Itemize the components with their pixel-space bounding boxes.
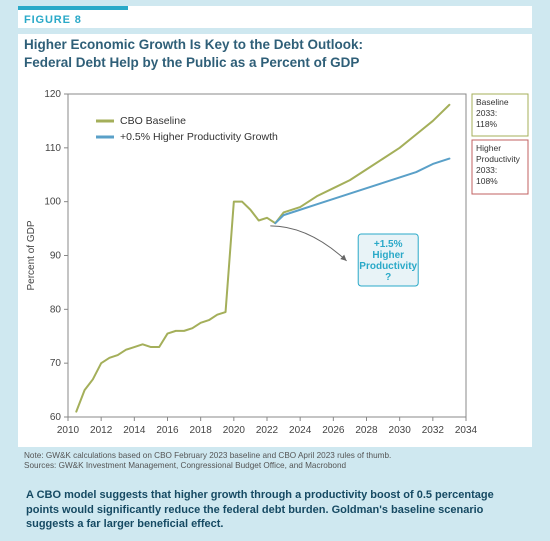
svg-text:Higher: Higher [372, 250, 404, 261]
svg-text:2024: 2024 [289, 425, 312, 436]
title-line-1: Higher Economic Growth Is Key to the Deb… [24, 36, 526, 54]
svg-text:2022: 2022 [256, 425, 279, 436]
svg-text:2030: 2030 [389, 425, 412, 436]
svg-text:2033:: 2033: [476, 165, 497, 175]
figure-container: FIGURE 8 Higher Economic Growth Is Key t… [0, 0, 550, 541]
note-2: Sources: GW&K Investment Management, Con… [24, 461, 526, 471]
svg-text:2020: 2020 [223, 425, 246, 436]
svg-text:118%: 118% [476, 119, 498, 129]
svg-text:Productivity: Productivity [476, 154, 521, 164]
title-block: Higher Economic Growth Is Key to the Deb… [18, 34, 532, 80]
caption-text: A CBO model suggests that higher growth … [26, 488, 524, 533]
figure-header: FIGURE 8 [18, 6, 532, 28]
svg-text:80: 80 [50, 304, 62, 315]
svg-text:70: 70 [50, 358, 62, 369]
svg-text:Higher: Higher [476, 143, 501, 153]
accent-bar [18, 6, 128, 10]
figure-label: FIGURE 8 [18, 8, 82, 26]
svg-text:2026: 2026 [322, 425, 345, 436]
svg-text:+0.5% Higher Productivity Grow: +0.5% Higher Productivity Growth [120, 131, 278, 143]
svg-text:2032: 2032 [422, 425, 445, 436]
svg-text:Percent of GDP: Percent of GDP [26, 220, 37, 290]
svg-text:2033:: 2033: [476, 108, 497, 118]
svg-text:+1.5%: +1.5% [374, 239, 403, 250]
line-chart: 60 70 80 90 100 110 120 2010 2012 2014 2016 2018 202… [18, 80, 532, 447]
svg-text:?: ? [385, 272, 391, 283]
svg-text:90: 90 [50, 251, 62, 262]
caption-band: A CBO model suggests that higher growth … [0, 479, 550, 541]
svg-text:CBO Baseline: CBO Baseline [120, 115, 186, 127]
svg-text:Baseline: Baseline [476, 97, 509, 107]
svg-text:2034: 2034 [455, 425, 478, 436]
svg-text:2012: 2012 [90, 425, 113, 436]
svg-text:2028: 2028 [355, 425, 378, 436]
svg-text:100: 100 [44, 197, 61, 208]
svg-text:2014: 2014 [123, 425, 146, 436]
note-1: Note: GW&K calculations based on CBO Feb… [24, 451, 526, 461]
svg-text:2016: 2016 [156, 425, 179, 436]
svg-text:2010: 2010 [57, 425, 80, 436]
chart-panel: 60 70 80 90 100 110 120 2010 2012 2014 2016 2018 202… [18, 80, 532, 447]
svg-text:60: 60 [50, 412, 62, 423]
svg-text:120: 120 [44, 89, 61, 100]
footnotes: Note: GW&K calculations based on CBO Feb… [24, 451, 526, 472]
svg-text:110: 110 [45, 143, 61, 154]
svg-text:Productivity: Productivity [359, 261, 417, 272]
svg-text:108%: 108% [476, 176, 498, 186]
svg-text:2018: 2018 [190, 425, 213, 436]
title-line-2: Federal Debt Help by the Public as a Per… [24, 54, 526, 72]
